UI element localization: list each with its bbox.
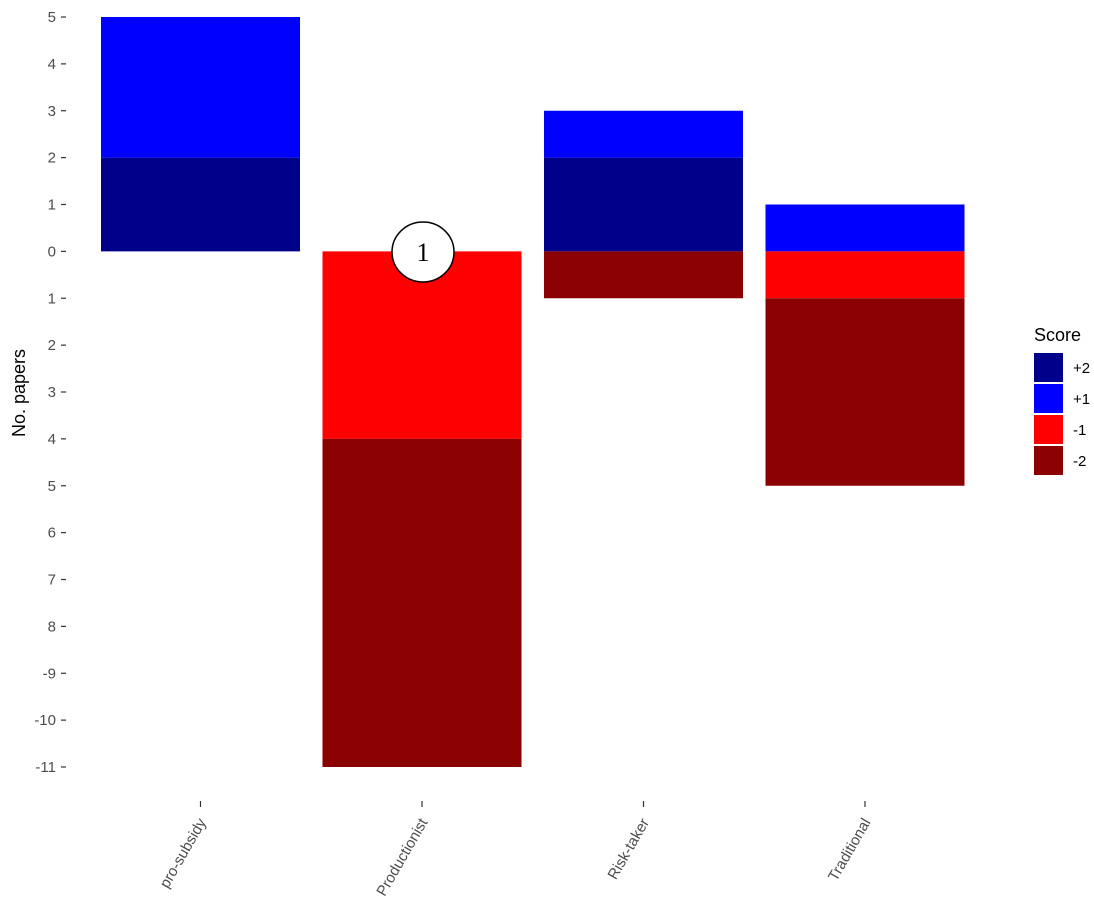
y-tick-label: 3: [48, 384, 56, 401]
legend-title: Score: [1034, 325, 1081, 345]
x-tick-label: Risk-taker: [604, 816, 652, 883]
y-tick-label: 4: [48, 56, 56, 73]
bar-risk-taker-minus2: [544, 251, 743, 299]
x-tick-label: Productionist: [373, 815, 431, 899]
legend-swatch-plus2: [1034, 353, 1063, 382]
legend-swatch-minus2: [1034, 446, 1063, 475]
legend-swatch-plus1: [1034, 384, 1063, 413]
callout-circle: [391, 221, 455, 283]
y-tick-label: 6: [48, 525, 56, 542]
legend-items: +2 +1 -1 -2: [1034, 353, 1090, 475]
y-tick-label: 7: [48, 572, 56, 589]
bar-traditional-plus1: [765, 204, 965, 252]
callout-annotation: 1: [391, 221, 455, 283]
y-tick-label: 8: [48, 618, 56, 635]
y-tick-label: -10: [34, 712, 56, 729]
y-tick-label: 1: [48, 290, 56, 307]
legend-label-plus1: +1: [1073, 391, 1090, 408]
y-tick-label: -9: [43, 665, 56, 682]
legend-label-plus2: +2: [1073, 360, 1090, 377]
bars-layer: [101, 17, 965, 767]
bar-risk-taker-plus2: [544, 157, 743, 252]
y-tick-label: 1: [48, 197, 56, 214]
y-tick-label: -11: [35, 759, 56, 776]
bar-traditional-minus2: [765, 298, 965, 486]
callout-text: 1: [417, 238, 430, 267]
legend-swatch-minus1: [1034, 415, 1063, 444]
x-tick-label: Traditional: [825, 816, 874, 885]
bar-pro-subsidy-plus2: [101, 157, 300, 252]
x-tick-label: pro-subsidy: [156, 815, 210, 891]
y-tick-label: 5: [48, 9, 56, 26]
y-tick-label: 5: [48, 478, 56, 495]
y-axis-label: No. papers: [9, 349, 29, 437]
bar-traditional-minus1: [765, 251, 965, 299]
legend-label-minus2: -2: [1073, 453, 1086, 470]
y-tick-label: 2: [48, 337, 56, 354]
legend-label-minus1: -1: [1073, 422, 1086, 439]
y-tick-label: 0: [48, 243, 56, 260]
x-axis: pro-subsidy Productionist Risk-taker Tradit…: [156, 801, 874, 899]
legend: Score +2 +1 -1 -2: [1034, 325, 1090, 475]
y-tick-label: 3: [48, 103, 56, 120]
y-tick-label: 4: [48, 431, 56, 448]
bar-productionist-minus2: [322, 438, 522, 767]
bar-pro-subsidy-plus1: [101, 17, 300, 158]
y-tick-label: 2: [48, 150, 56, 167]
bar-risk-taker-plus1: [544, 110, 743, 158]
y-axis: 5 4 3 2 1 0 1 2 3 4 5 6 7 8 -9 -10 -11: [34, 9, 66, 776]
